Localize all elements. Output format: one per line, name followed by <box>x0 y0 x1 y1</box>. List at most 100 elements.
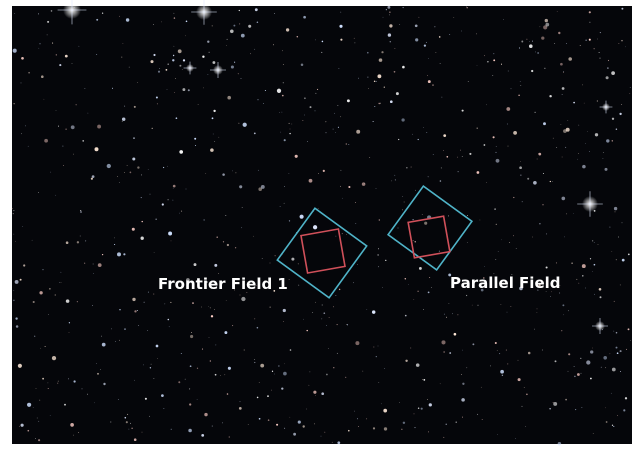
star <box>123 253 125 255</box>
star <box>209 337 210 338</box>
star <box>156 219 157 220</box>
star <box>204 413 207 416</box>
star <box>198 104 199 105</box>
star <box>284 203 285 204</box>
star <box>277 89 281 93</box>
star <box>339 289 341 291</box>
star <box>501 239 502 240</box>
star <box>427 399 428 400</box>
star <box>230 30 234 34</box>
star <box>122 117 125 120</box>
star <box>213 110 215 112</box>
star <box>556 147 557 148</box>
star <box>179 150 183 154</box>
star <box>563 314 564 315</box>
star <box>415 38 418 41</box>
star <box>399 402 400 403</box>
star <box>620 371 621 372</box>
star <box>40 348 41 349</box>
star <box>354 38 355 39</box>
star <box>573 102 575 104</box>
star <box>117 176 118 177</box>
star <box>511 306 512 307</box>
star <box>532 237 533 238</box>
star <box>549 95 551 97</box>
star <box>410 348 411 349</box>
star <box>515 438 516 439</box>
star <box>513 197 514 198</box>
star <box>276 424 278 426</box>
star <box>589 39 591 41</box>
star <box>321 392 324 395</box>
star <box>520 81 521 82</box>
star <box>59 64 61 66</box>
star <box>289 173 290 174</box>
star <box>394 175 395 176</box>
star <box>582 275 583 276</box>
star <box>37 418 38 419</box>
star <box>561 330 562 331</box>
star <box>545 23 549 27</box>
star <box>353 282 354 283</box>
star <box>107 164 111 168</box>
star <box>239 407 242 410</box>
star <box>220 375 221 376</box>
star <box>82 140 84 142</box>
star <box>550 296 551 297</box>
star <box>143 365 144 366</box>
star <box>38 192 39 193</box>
star <box>495 342 497 344</box>
star <box>402 66 405 69</box>
star <box>306 330 307 331</box>
star <box>126 18 129 21</box>
star <box>298 285 299 286</box>
star <box>602 158 603 159</box>
star <box>524 387 525 388</box>
star <box>241 227 242 228</box>
star <box>15 317 17 319</box>
star <box>77 301 78 302</box>
star <box>270 263 271 264</box>
star <box>228 367 231 370</box>
star <box>601 367 602 368</box>
star <box>356 130 360 134</box>
star <box>568 371 569 372</box>
star <box>43 269 44 270</box>
star <box>56 110 57 111</box>
star <box>422 214 423 215</box>
star <box>57 383 58 384</box>
star <box>336 295 337 296</box>
star <box>134 310 136 312</box>
star <box>260 364 264 368</box>
star <box>151 364 152 365</box>
star <box>379 219 380 220</box>
star <box>229 437 230 438</box>
star <box>227 393 229 395</box>
star <box>412 219 413 220</box>
star <box>234 62 235 63</box>
star <box>369 157 370 158</box>
star <box>610 353 611 354</box>
star <box>239 185 242 188</box>
frontier-field-label: Frontier Field 1 <box>158 275 288 293</box>
star <box>422 379 423 380</box>
star <box>561 124 562 125</box>
star <box>21 424 24 427</box>
star <box>284 363 285 364</box>
star <box>13 213 14 214</box>
star <box>52 43 53 44</box>
star <box>39 291 42 294</box>
star <box>119 182 120 183</box>
star <box>355 341 359 345</box>
star <box>111 328 112 329</box>
star <box>197 368 198 369</box>
star <box>374 81 375 82</box>
star <box>235 247 236 248</box>
star <box>161 22 162 23</box>
star <box>378 248 379 249</box>
star <box>424 44 426 46</box>
star <box>367 77 368 78</box>
star <box>50 415 51 416</box>
star <box>124 106 125 107</box>
star <box>224 331 227 334</box>
